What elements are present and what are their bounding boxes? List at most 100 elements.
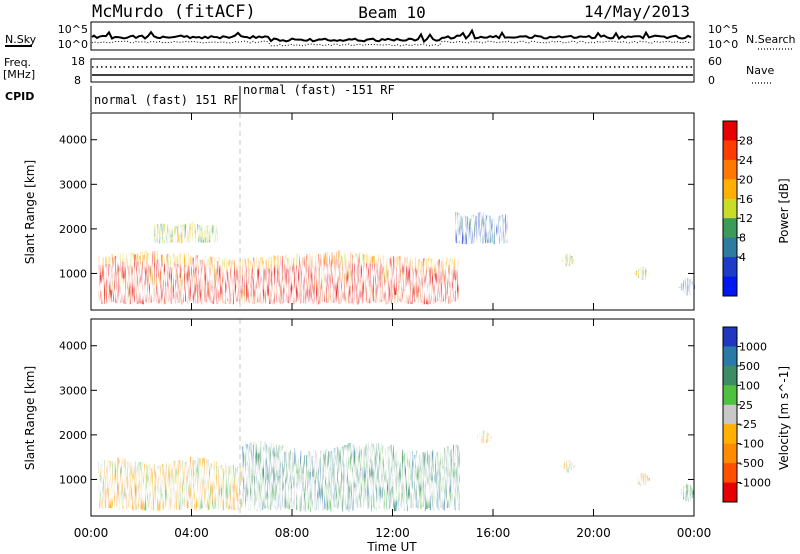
echo-cell — [635, 272, 638, 274]
echo-cell — [412, 269, 415, 281]
echo-cell — [343, 445, 346, 468]
echo-cell — [483, 433, 486, 438]
echo-cell — [120, 474, 123, 483]
echo-cell — [190, 289, 193, 302]
echo-cell — [216, 275, 219, 290]
echo-cell — [174, 295, 177, 304]
echo-cell — [100, 499, 103, 509]
echo-cell — [162, 473, 165, 483]
echo-cell — [320, 278, 323, 290]
echo-cell — [218, 272, 221, 280]
echo-cell — [355, 487, 358, 498]
echo-cell — [265, 465, 268, 487]
echo-cell — [403, 452, 406, 465]
echo-cell — [315, 471, 318, 491]
echo-cell — [645, 274, 648, 278]
echo-cell — [208, 256, 211, 268]
echo-cell — [261, 467, 264, 489]
echo-cell — [173, 231, 176, 238]
echo-cell — [564, 254, 567, 257]
echo-cell — [440, 261, 443, 272]
echo-cell — [153, 227, 156, 231]
echo-cell — [497, 225, 500, 231]
echo-cell — [310, 267, 313, 279]
echo-cell — [108, 295, 111, 303]
echo-cell — [426, 285, 429, 296]
nsearch-trace — [91, 40, 691, 47]
echo-cell — [680, 285, 684, 287]
echo-cell — [218, 264, 221, 273]
echo-cell — [102, 257, 105, 266]
echo-cell — [325, 486, 328, 499]
echo-cell — [174, 460, 177, 469]
echo-cell — [404, 272, 407, 288]
echo-cell — [439, 480, 442, 490]
echo-cell — [256, 258, 259, 270]
echo-cell — [471, 215, 474, 225]
echo-cell — [171, 231, 174, 234]
echo-cell — [212, 259, 215, 269]
echo-cell — [268, 268, 271, 281]
echo-cell — [247, 444, 250, 462]
echo-cell — [403, 499, 406, 511]
echo-cell — [363, 467, 366, 478]
echo-cell — [641, 270, 644, 274]
echo-cell — [273, 497, 276, 509]
echo-cell — [216, 487, 219, 495]
echo-cell — [437, 490, 440, 510]
echo-cell — [633, 479, 636, 481]
echo-cell — [495, 217, 498, 222]
echo-cell — [148, 253, 151, 266]
echo-cell — [102, 296, 105, 304]
echo-cell — [144, 291, 147, 302]
echo-cell — [471, 224, 474, 235]
echo-cell — [136, 494, 139, 502]
echo-cell — [136, 471, 139, 480]
echo-cell — [360, 265, 363, 279]
echo-cell — [440, 271, 443, 282]
echo-cell — [162, 482, 165, 492]
echo-cell — [285, 478, 288, 489]
echo-cell — [234, 267, 237, 275]
echo-cell — [154, 478, 157, 486]
echo-cell — [446, 275, 449, 286]
echo-cell — [206, 479, 209, 490]
echo-cell — [293, 487, 296, 508]
echo-cell — [384, 268, 387, 281]
echo-cell — [407, 461, 410, 472]
echo-cell — [385, 490, 388, 511]
echo-cell — [207, 231, 210, 234]
echo-cell — [162, 271, 165, 280]
echo-cell — [465, 230, 468, 238]
echo-cell — [483, 227, 486, 233]
echo-cell — [351, 488, 354, 511]
echo-cell — [156, 473, 159, 481]
echo-cell — [284, 254, 287, 265]
echo-cell — [682, 491, 686, 495]
echo-cell — [356, 284, 359, 295]
echo-cell — [572, 465, 575, 466]
echo-cell — [397, 463, 400, 476]
echo-cell — [200, 259, 203, 275]
echo-cell — [641, 273, 644, 277]
echo-cell — [434, 259, 437, 274]
echo-cell — [191, 232, 194, 236]
echo-cell — [106, 459, 109, 470]
echo-cell — [299, 460, 302, 471]
echo-cell — [160, 294, 163, 304]
echo-cell — [295, 464, 298, 474]
echo-cell — [380, 264, 383, 274]
echo-cell — [684, 278, 688, 282]
echo-cell — [348, 268, 351, 286]
echo-cell — [424, 295, 427, 304]
echo-cell — [274, 265, 277, 275]
echo-cell — [234, 274, 237, 282]
echo-cell — [193, 230, 196, 234]
echo-cell — [688, 285, 692, 289]
echo-cell — [222, 272, 225, 283]
echo-cell — [276, 273, 279, 284]
echo-cell — [381, 466, 384, 477]
echo-cell — [275, 444, 278, 458]
echo-cell — [179, 225, 182, 229]
echo-cell — [418, 276, 421, 285]
